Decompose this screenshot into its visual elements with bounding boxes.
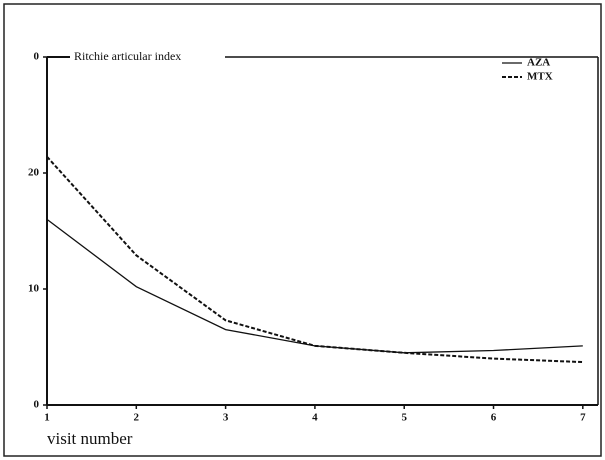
frame: [3, 3, 602, 457]
x-tick-label: 5: [401, 412, 407, 424]
chart-title: Ritchie articular index: [74, 49, 181, 63]
y-tick-label: 20: [28, 167, 40, 179]
series-line: [46, 156, 583, 364]
x-tick-label: 6: [491, 412, 497, 424]
y-tick-label: 0: [34, 51, 40, 63]
y-tick-label: 0: [34, 399, 40, 411]
x-tick-label: 4: [312, 412, 318, 424]
x-axis-label: visit number: [47, 429, 133, 448]
legend-label: MTX: [527, 71, 553, 83]
series-line: [46, 218, 583, 354]
x-tick-label: 3: [223, 412, 229, 424]
legend-label: AZA: [527, 57, 550, 69]
x-tick-label: 7: [580, 412, 586, 424]
y-tick-label: 10: [28, 283, 40, 295]
x-tick-label: 2: [134, 412, 140, 424]
x-tick-label: 1: [44, 412, 50, 424]
